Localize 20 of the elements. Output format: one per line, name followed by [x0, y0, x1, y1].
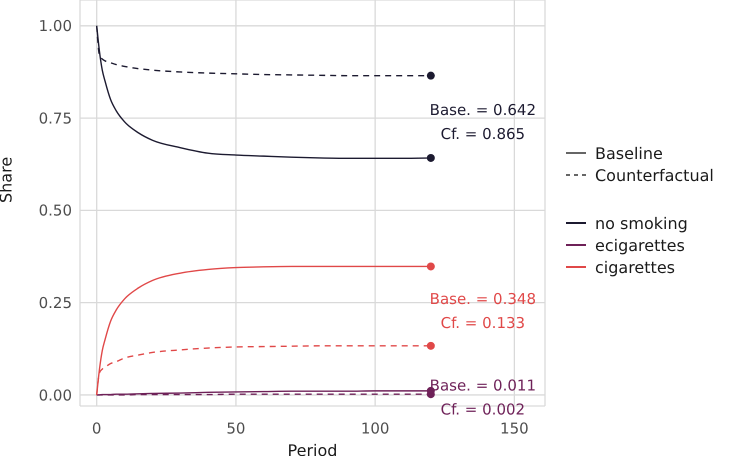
y-tick-label: 1.00 [38, 17, 72, 36]
text: Counterfactual [595, 166, 714, 184]
x-axis-title: Period [288, 441, 338, 456]
y-tick-label: 0.00 [38, 386, 72, 404]
annotation: Cf. = 0.865 [440, 124, 526, 143]
y-tick-label: 0.50 [38, 202, 72, 220]
legend-label: no smoking [595, 214, 688, 232]
x-tick-label: 50 [226, 420, 246, 438]
annotation: Cf. = 0.002 [440, 400, 526, 419]
y-tick-label: 0.25 [38, 294, 72, 312]
legend-label: cigarettes [595, 258, 675, 276]
x-tick-label: 100 [360, 420, 390, 438]
x-tick-label: 150 [500, 420, 529, 438]
annotation: Base. = 0.642 [430, 100, 536, 119]
y-tick-label: 0.75 [38, 109, 72, 128]
legend-label: ecigarettes [595, 236, 685, 254]
annotation: Cf. = 0.133 [440, 314, 526, 332]
text: Baseline [595, 144, 663, 162]
annotation: Base. = 0.348 [430, 290, 536, 308]
x-tick-label: 0 [92, 420, 102, 438]
